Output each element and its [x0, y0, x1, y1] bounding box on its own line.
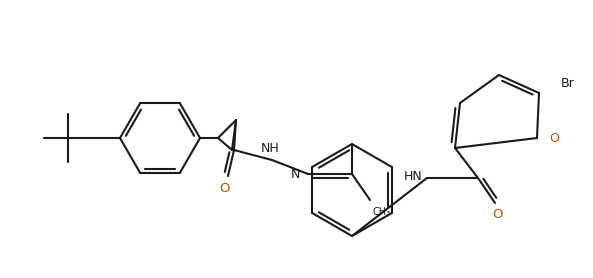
Text: O: O [549, 131, 559, 145]
Text: O: O [219, 182, 229, 195]
Text: Br: Br [561, 76, 575, 90]
Text: NH: NH [261, 142, 279, 155]
Text: CH₃: CH₃ [372, 207, 390, 217]
Text: HN: HN [404, 170, 422, 183]
Text: O: O [492, 207, 502, 220]
Text: N: N [291, 168, 300, 182]
